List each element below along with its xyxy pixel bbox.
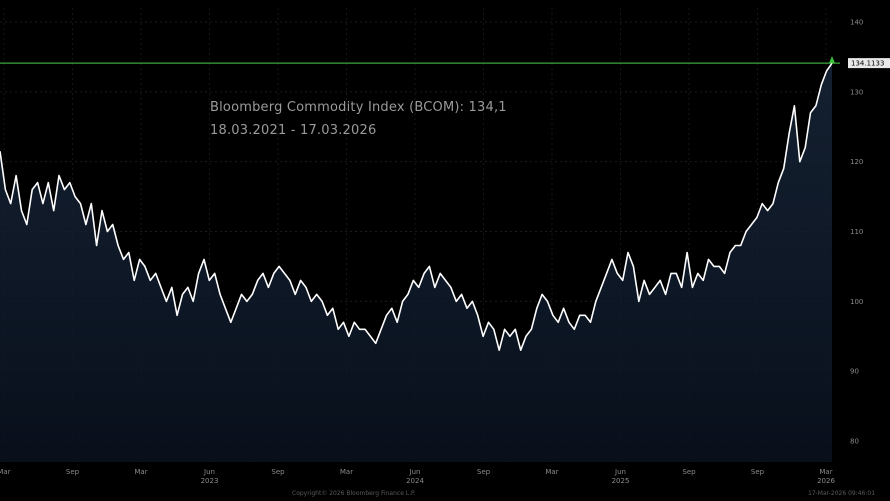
chart-annotation-title: Bloomberg Commodity Index (BCOM): 134,1 <box>210 100 507 115</box>
y-tick-label: 140 <box>850 18 863 26</box>
last-value-triangle <box>829 56 835 64</box>
x-tick-year-label: 2023 <box>201 477 219 485</box>
x-tick-label: Sep <box>271 468 285 476</box>
last-value-box <box>848 58 890 69</box>
y-tick-label: 110 <box>850 228 863 236</box>
x-tick-year-label: 2024 <box>406 477 424 485</box>
chart-annotation-date-range: 18.03.2021 - 17.03.2026 <box>210 123 377 138</box>
x-tick-year-label: 2026 <box>817 477 835 485</box>
x-tick-label: Jun <box>203 468 215 476</box>
series-area-fill <box>0 63 832 462</box>
last-value-marker: 134.1133 <box>829 56 890 69</box>
footer-timestamp: 17-Mar-2026 09:46:01 <box>808 490 876 497</box>
x-tick-year-label: 2025 <box>612 477 630 485</box>
y-tick-label: 90 <box>850 368 859 376</box>
x-tick-label: Mar <box>134 468 147 476</box>
x-tick-label: Sep <box>682 468 696 476</box>
x-tick-label: Sep <box>751 468 765 476</box>
x-tick-label: Mar <box>545 468 558 476</box>
last-value-label: 134.1133 <box>851 60 884 68</box>
x-tick-label: Mar <box>0 468 11 476</box>
footer-copyright: Copyright© 2026 Bloomberg Finance L.P. <box>292 490 416 497</box>
y-tick-label: 130 <box>850 88 863 96</box>
series-line-bcom <box>0 62 833 351</box>
x-tick-label: Mar <box>340 468 353 476</box>
x-tick-label: Sep <box>66 468 80 476</box>
y-tick-label: 100 <box>850 298 863 306</box>
y-tick-label: 120 <box>850 158 863 166</box>
x-tick-label: Jun <box>614 468 626 476</box>
y-axis-ticks: 80 90 100 110 120 130 140 <box>850 18 863 445</box>
x-tick-label: Jun <box>409 468 421 476</box>
x-tick-label: Mar <box>819 468 832 476</box>
x-tick-label: Sep <box>477 468 491 476</box>
y-tick-label: 80 <box>850 438 859 446</box>
